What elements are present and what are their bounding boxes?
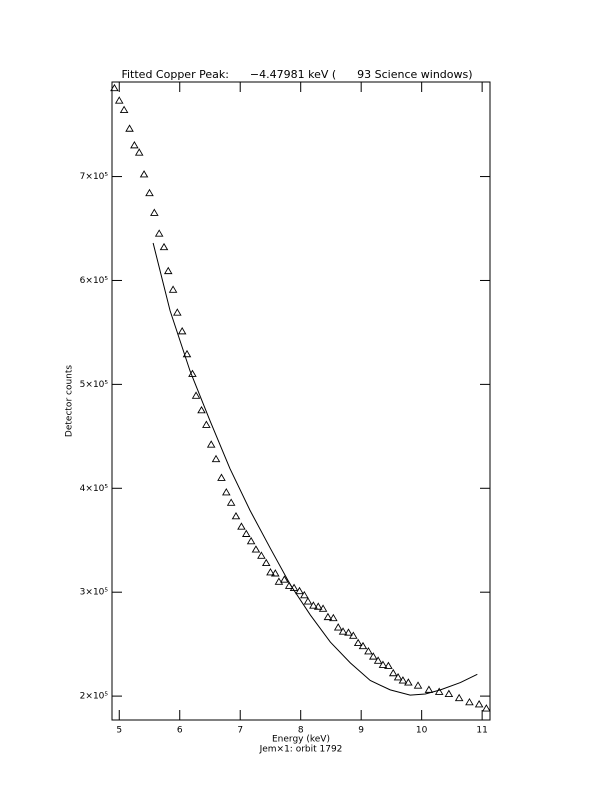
data-point — [404, 678, 413, 686]
data-point — [114, 96, 124, 104]
data-point — [182, 349, 192, 358]
data-point — [274, 577, 284, 585]
data-point — [424, 685, 434, 693]
data-point — [313, 602, 323, 610]
x-tick-label: 6 — [177, 726, 183, 736]
fit-line — [152, 242, 478, 696]
data-point — [364, 647, 373, 655]
y-tick-label: 7×10⁵ — [80, 172, 109, 182]
data-point — [393, 673, 403, 681]
data-point — [206, 440, 216, 448]
x-tick-label: 8 — [298, 726, 304, 736]
y-tick-label: 2×10⁵ — [80, 692, 109, 702]
y-tick-label: 6×10⁵ — [80, 276, 109, 286]
data-point — [323, 612, 333, 621]
data-point — [211, 454, 221, 463]
y-tick-label: 3×10⁵ — [80, 588, 109, 598]
data-point — [222, 488, 231, 496]
data-point — [303, 597, 313, 605]
x-tick-label: 10 — [416, 726, 428, 736]
data-point — [295, 586, 304, 595]
data-point — [300, 590, 309, 599]
data-point — [246, 536, 256, 545]
data-point — [344, 628, 353, 636]
x-tick-label: 11 — [476, 726, 487, 736]
data-point — [309, 601, 318, 609]
data-point — [177, 326, 187, 335]
data-point — [482, 704, 491, 712]
data-point — [318, 604, 328, 612]
data-point — [353, 638, 363, 647]
data-point — [384, 661, 393, 669]
data-point — [197, 405, 206, 414]
data-point — [173, 308, 182, 316]
data-point — [134, 148, 144, 156]
data-point — [349, 631, 358, 639]
data-point — [163, 266, 173, 275]
data-point — [261, 558, 271, 567]
data-point — [110, 83, 119, 92]
data-point — [434, 687, 444, 695]
data-point — [150, 208, 159, 216]
y-axis-label: Detector counts — [65, 365, 75, 437]
data-point — [280, 575, 289, 583]
data-point — [159, 242, 169, 251]
data-point — [241, 529, 251, 537]
data-point — [145, 188, 154, 197]
data-point — [154, 229, 164, 237]
data-point — [338, 627, 348, 635]
x-axis-label: Energy (keV) — [272, 735, 330, 745]
data-point — [237, 522, 246, 530]
data-point — [119, 105, 129, 114]
data-point — [444, 689, 454, 697]
data-point — [226, 498, 236, 506]
data-point — [465, 697, 474, 706]
data-point — [358, 641, 368, 650]
data-point — [373, 656, 383, 664]
data-point — [378, 660, 388, 668]
data-point — [125, 124, 134, 132]
data-point — [388, 668, 398, 677]
data-point — [266, 568, 275, 576]
data-point — [251, 545, 261, 553]
x-tick-label: 5 — [116, 726, 122, 736]
data-point — [130, 140, 139, 149]
data-point — [474, 700, 484, 708]
data-point — [271, 569, 280, 577]
x-tick-label: 7 — [237, 726, 243, 736]
data-point — [398, 676, 408, 684]
data-point — [217, 473, 226, 481]
data-point — [257, 551, 266, 559]
x-tick-label: 9 — [358, 726, 364, 736]
data-point — [368, 652, 378, 660]
chart-title: Fitted Copper Peak: −4.47981 keV ( 93 Sc… — [121, 68, 472, 81]
y-tick-label: 5×10⁵ — [80, 380, 109, 390]
data-point — [168, 285, 178, 293]
data-point — [333, 623, 343, 631]
data-point — [191, 391, 201, 399]
data-point — [202, 420, 211, 428]
data-point — [413, 681, 423, 689]
data-point — [231, 511, 241, 520]
data-point — [329, 613, 338, 622]
data-point — [454, 693, 464, 702]
y-tick-label: 4×10⁵ — [80, 484, 109, 494]
data-point — [139, 170, 149, 178]
subtitle: Jem×1: orbit 1792 — [259, 745, 343, 755]
